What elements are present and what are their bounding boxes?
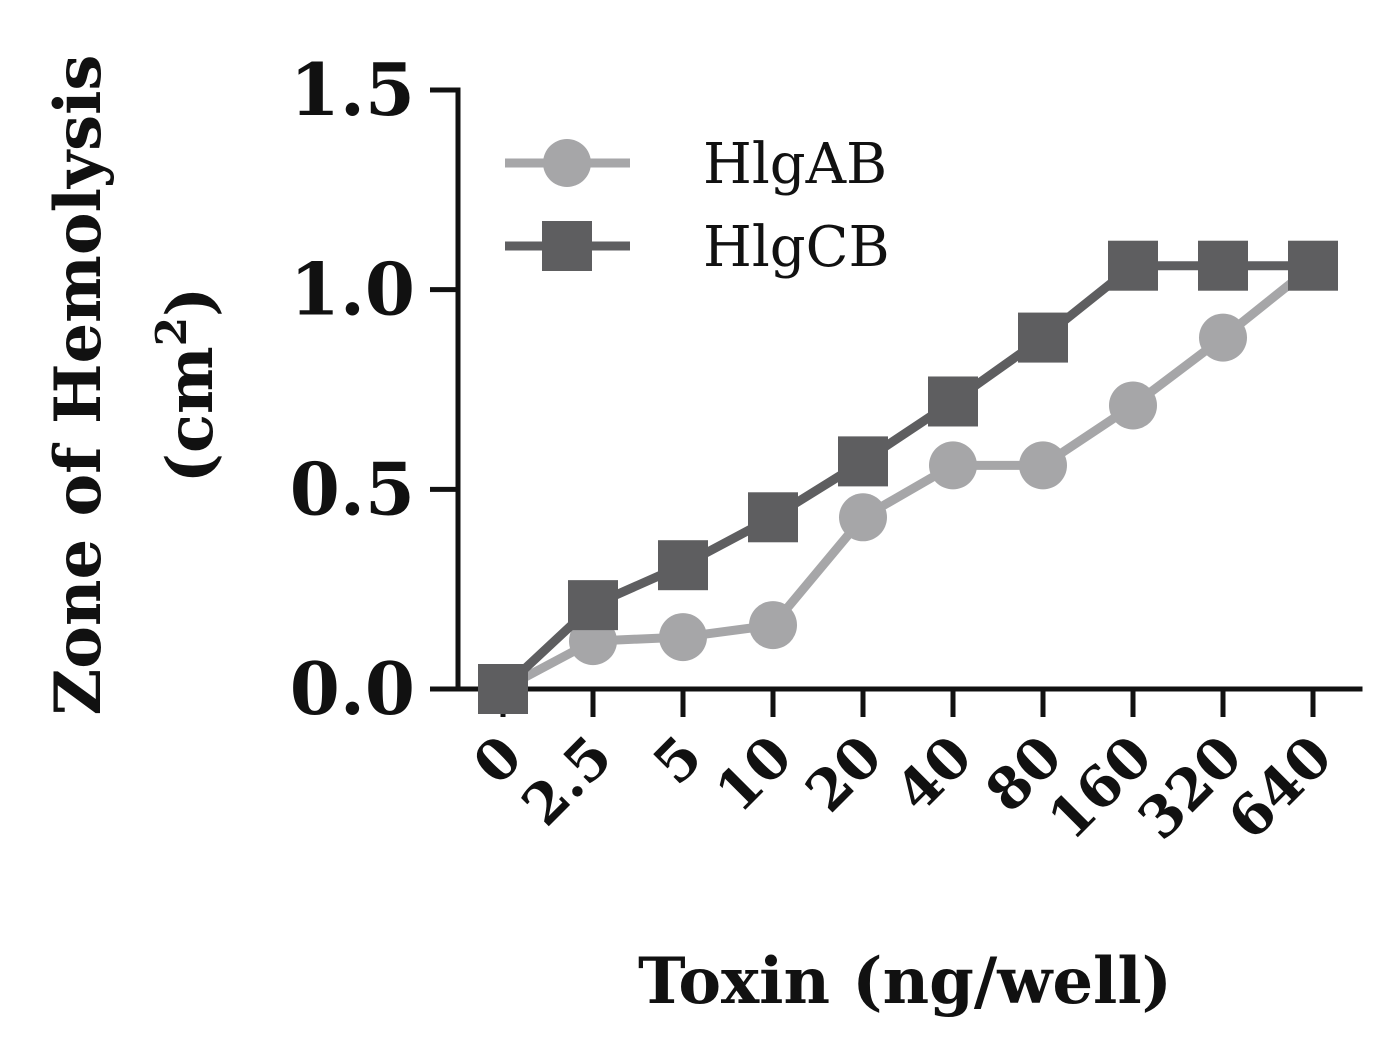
data-point: [839, 493, 887, 542]
legend-label: HlgCB: [703, 215, 890, 280]
series-hlgab: [479, 241, 1337, 713]
x-tick-label: 5: [641, 723, 715, 797]
data-point: [929, 441, 977, 490]
x-tick-label: 640: [1216, 723, 1345, 852]
x-tick-label: 2.5: [509, 723, 625, 839]
y-tick-label: 1.5: [290, 47, 415, 132]
x-tick-label: 20: [793, 723, 895, 825]
data-point: [928, 376, 978, 427]
legend-label: HlgAB: [703, 132, 887, 197]
y-tick-label: 0.0: [290, 646, 415, 731]
series-line: [499, 261, 1313, 693]
series-hlgcb: [478, 240, 1338, 714]
data-point: [749, 601, 797, 650]
axes: [455, 87, 1363, 692]
y-axis-unit: (cm2): [147, 287, 228, 483]
data-point: [1018, 312, 1068, 363]
y-axis-unit-prefix: (cm: [153, 346, 228, 483]
y-axis-unit-superscript: 2: [147, 317, 196, 346]
data-point: [1109, 381, 1157, 430]
y-axis-title-line1: Zone of Hemolysis: [41, 55, 116, 716]
y-axis-title: Zone of Hemolysis: [41, 55, 116, 716]
data-point: [1019, 441, 1067, 490]
y-tick-label: 1.0: [290, 247, 415, 332]
data-point: [1199, 313, 1247, 362]
series-line: [500, 262, 1316, 693]
data-point: [478, 664, 528, 714]
x-tick-label: 40: [883, 723, 985, 825]
data-point: [568, 580, 618, 631]
y-tick-label: 0.5: [290, 446, 415, 531]
y-axis-unit-suffix: ): [153, 287, 228, 317]
x-tick-label: 10: [703, 723, 805, 825]
data-point: [838, 436, 888, 487]
series-layer: [478, 240, 1338, 714]
y-axis-title-line2: (cm2): [147, 287, 228, 483]
data-point: [748, 492, 798, 543]
x-axis-title: Toxin (ng/well): [638, 944, 1172, 1019]
legend-item-hlgab: HlgAB: [505, 132, 887, 197]
legend-marker: [542, 221, 592, 271]
y-ticks: 0.0 0.5 1.0 1.5: [290, 47, 458, 731]
legend-item-hlgcb: HlgCB: [505, 215, 890, 280]
data-point: [1108, 240, 1158, 291]
data-point: [659, 613, 707, 662]
data-point: [1288, 240, 1338, 291]
legend-marker: [543, 139, 591, 187]
data-point: [658, 540, 708, 591]
legend: HlgAB HlgCB: [505, 132, 890, 280]
data-point: [1198, 240, 1248, 291]
